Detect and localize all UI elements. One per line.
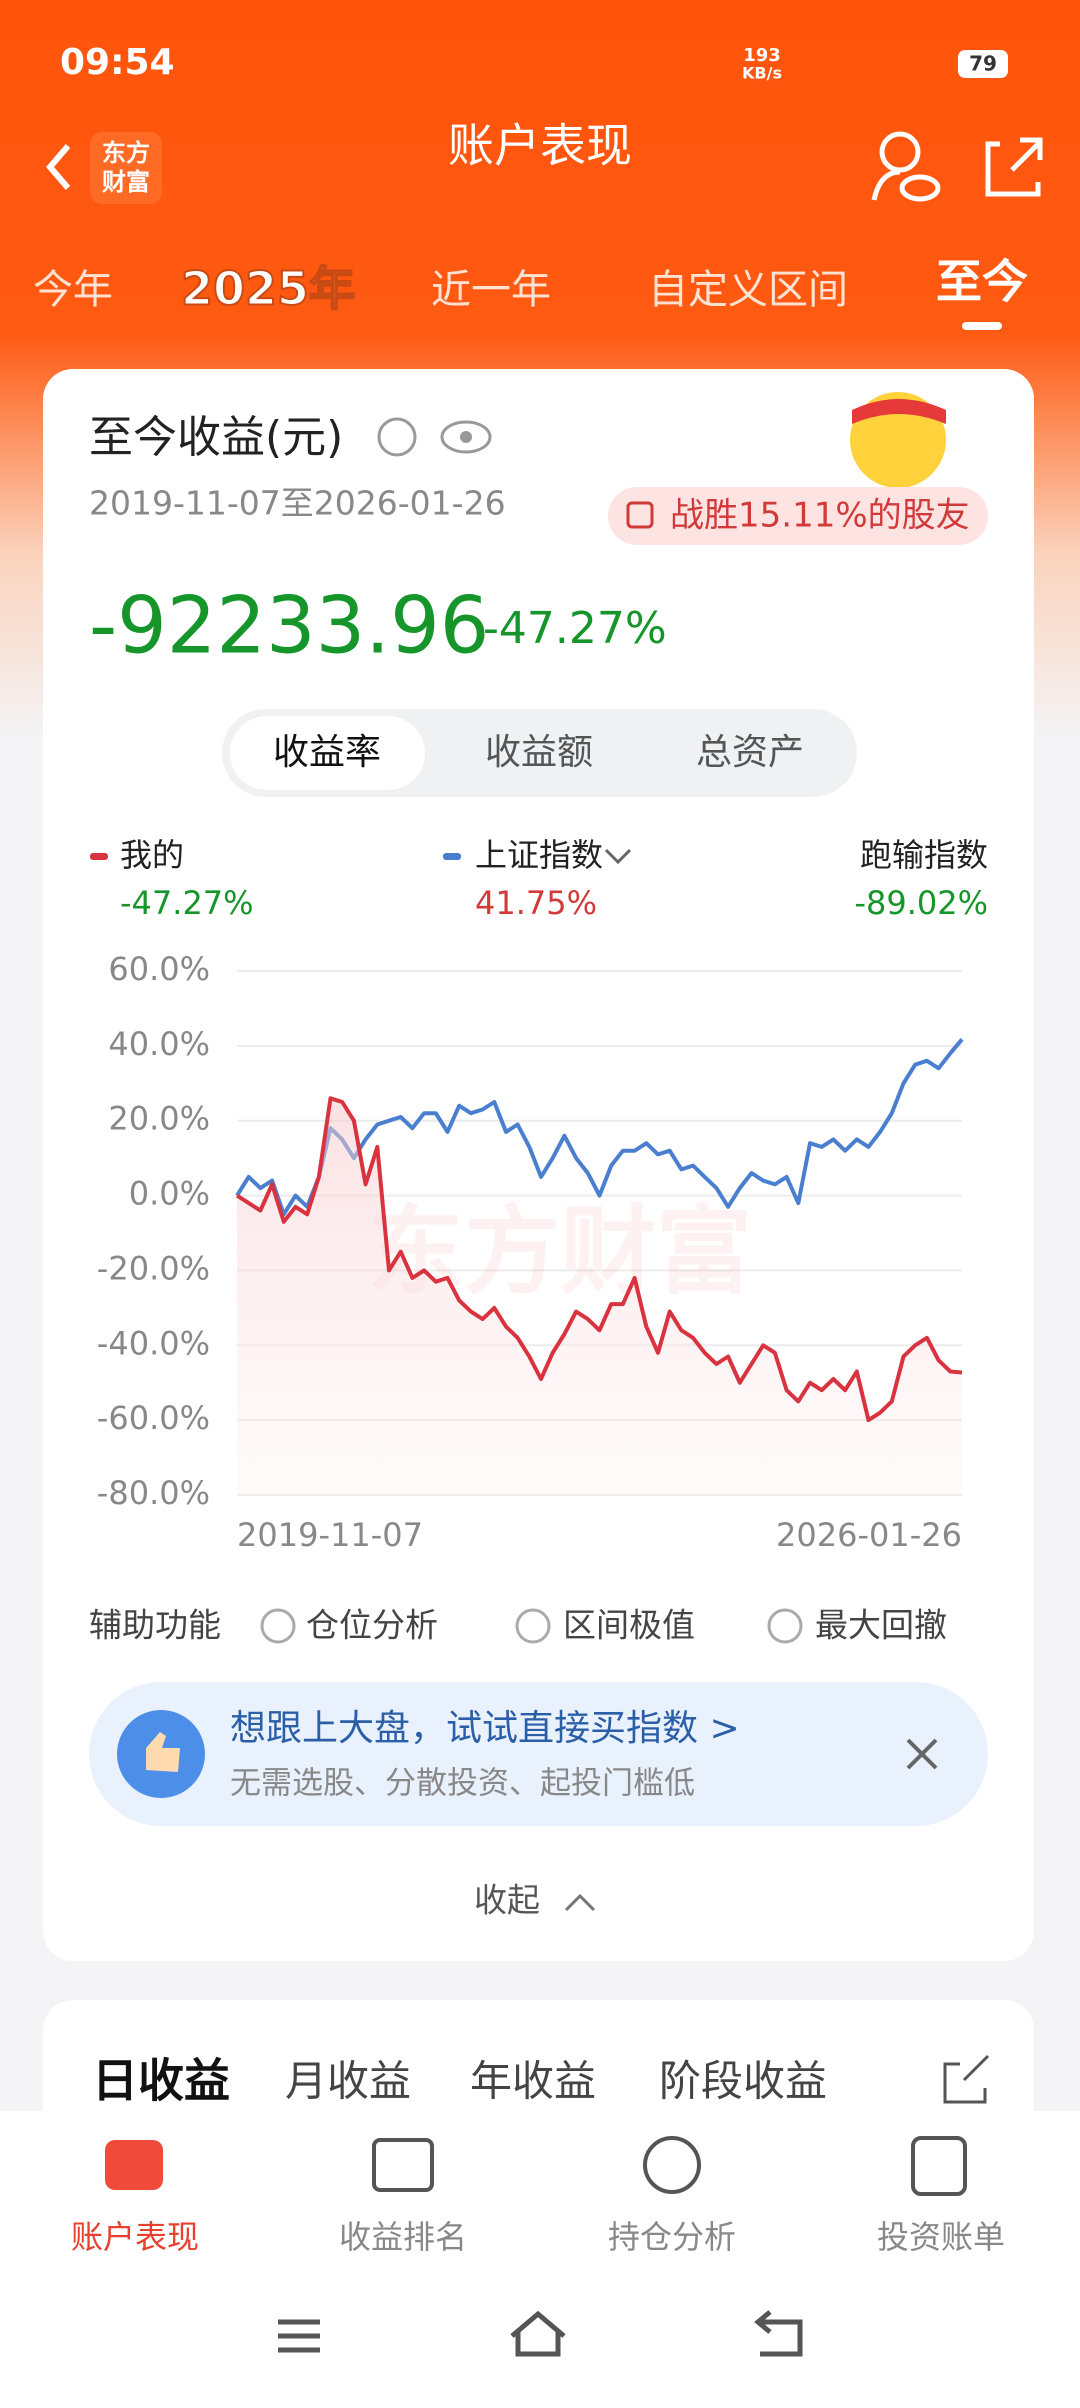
net-speed: 193: [743, 45, 781, 66]
legend-name: 跑输指数: [860, 836, 988, 874]
nav-icon[interactable]: [643, 2136, 701, 2194]
nav-label[interactable]: 账户表现: [71, 2218, 199, 2256]
tool-option[interactable]: 区间极值: [563, 1606, 695, 1645]
nav-icon[interactable]: [911, 2136, 967, 2196]
legend-name: 我的: [120, 836, 184, 874]
segment-selected: [230, 716, 425, 790]
export-icon[interactable]: [943, 2054, 990, 2104]
logo[interactable]: [90, 132, 162, 204]
legend-swatch: [90, 853, 108, 860]
logo-top: 东方: [102, 139, 150, 167]
tools-label: 辅助功能: [89, 1606, 221, 1645]
dropdown-icon[interactable]: [604, 848, 632, 865]
nav-icon[interactable]: [105, 2140, 163, 2190]
income-tab[interactable]: 日收益: [92, 2054, 230, 2108]
area: [237, 1098, 962, 1495]
y-tick-label: -80.0%: [97, 1474, 210, 1512]
thumb-icon: [146, 1732, 180, 1772]
income-tab[interactable]: 月收益: [285, 2057, 411, 2106]
radio[interactable]: [260, 1608, 296, 1644]
y-tick-label: -60.0%: [97, 1399, 210, 1437]
legend-name[interactable]: 上证指数: [475, 836, 603, 874]
promo-banner[interactable]: [89, 1682, 988, 1826]
eye-pupil: [460, 431, 472, 443]
radio[interactable]: [767, 1608, 803, 1644]
tab[interactable]: 近一年: [431, 267, 551, 313]
legend-value: 41.75%: [475, 884, 597, 922]
date-range: 2019-11-07至2026-01-26: [89, 484, 506, 523]
battery-icon: [958, 50, 1008, 78]
collapse-button[interactable]: 收起: [474, 1881, 540, 1920]
tab[interactable]: 2025年: [180, 261, 356, 317]
tab[interactable]: 至今: [936, 255, 1028, 309]
close-button[interactable]: [906, 1738, 938, 1770]
nav-icon[interactable]: [372, 2138, 434, 2192]
net-unit: KB/s: [742, 64, 782, 83]
line: [235, 1096, 963, 1423]
promo-title: 想跟上大盘，试试直接买指数 >: [230, 1708, 740, 1749]
tab[interactable]: 自定义区间: [648, 267, 848, 313]
y-tick-label: 60.0%: [108, 950, 210, 988]
amount: -92233.96: [89, 581, 489, 671]
radio[interactable]: [515, 1608, 551, 1644]
collapse-arrow[interactable]: [564, 1893, 596, 1912]
nav-label[interactable]: 投资账单: [877, 2218, 1005, 2256]
share-icon[interactable]: [985, 137, 1043, 197]
rate: -47.27%: [483, 603, 667, 654]
logo-bottom: 财富: [102, 168, 150, 196]
page-title: 账户表现: [448, 119, 632, 173]
tab[interactable]: 今年: [33, 267, 113, 313]
tool-option[interactable]: 最大回撤: [815, 1606, 947, 1645]
back-button[interactable]: [46, 144, 71, 190]
bottom-nav: [0, 2111, 1080, 2408]
legend-value: -89.02%: [854, 884, 988, 922]
nav-label[interactable]: 持仓分析: [608, 2218, 736, 2256]
x-tick-label: 2019-11-07: [237, 1516, 423, 1554]
eye-icon[interactable]: [440, 420, 492, 454]
legend-swatch: [443, 853, 461, 860]
battery-level: 79: [969, 52, 997, 76]
x-tick-label: 2026-01-26: [776, 1516, 962, 1554]
badge-icon: [626, 501, 654, 529]
badge[interactable]: [608, 487, 988, 545]
y-tick-label: 20.0%: [108, 1100, 210, 1138]
income-tab[interactable]: 年收益: [470, 2057, 596, 2106]
info-icon[interactable]: [377, 417, 417, 457]
segment[interactable]: 收益额: [485, 732, 593, 773]
chart: -80.0% -60.0% -40.0% -20.0% 0.0% 20.0% 40.0% 60…: [97, 950, 964, 1554]
tab-indicator: [962, 322, 1002, 330]
status-time: 09:54: [60, 42, 175, 83]
legend-value: -47.27%: [120, 884, 254, 922]
segment[interactable]: 总资产: [696, 732, 804, 773]
card-title: 至今收益(元): [89, 412, 343, 463]
nav-label[interactable]: 收益排名: [339, 2218, 467, 2256]
segment[interactable]: 收益率: [273, 732, 381, 773]
home-button[interactable]: [510, 2310, 566, 2357]
back-nav-button[interactable]: [754, 2310, 803, 2357]
emoji-headband: [852, 399, 946, 424]
y-tick-label: 40.0%: [108, 1025, 210, 1063]
promo-subtitle: 无需选股、分散投资、起投门槛低: [230, 1766, 695, 1802]
y-tick-label: -20.0%: [97, 1249, 210, 1287]
income-tab[interactable]: 阶段收益: [659, 2057, 827, 2106]
badge-text: 战胜15.11%的股友: [670, 496, 970, 536]
y-tick-label: -40.0%: [97, 1324, 210, 1362]
y-tick-label: 0.0%: [129, 1175, 210, 1213]
tool-option[interactable]: 仓位分析: [306, 1606, 438, 1645]
menu-button[interactable]: [278, 2319, 320, 2353]
user-eye-icon[interactable]: [871, 131, 941, 202]
